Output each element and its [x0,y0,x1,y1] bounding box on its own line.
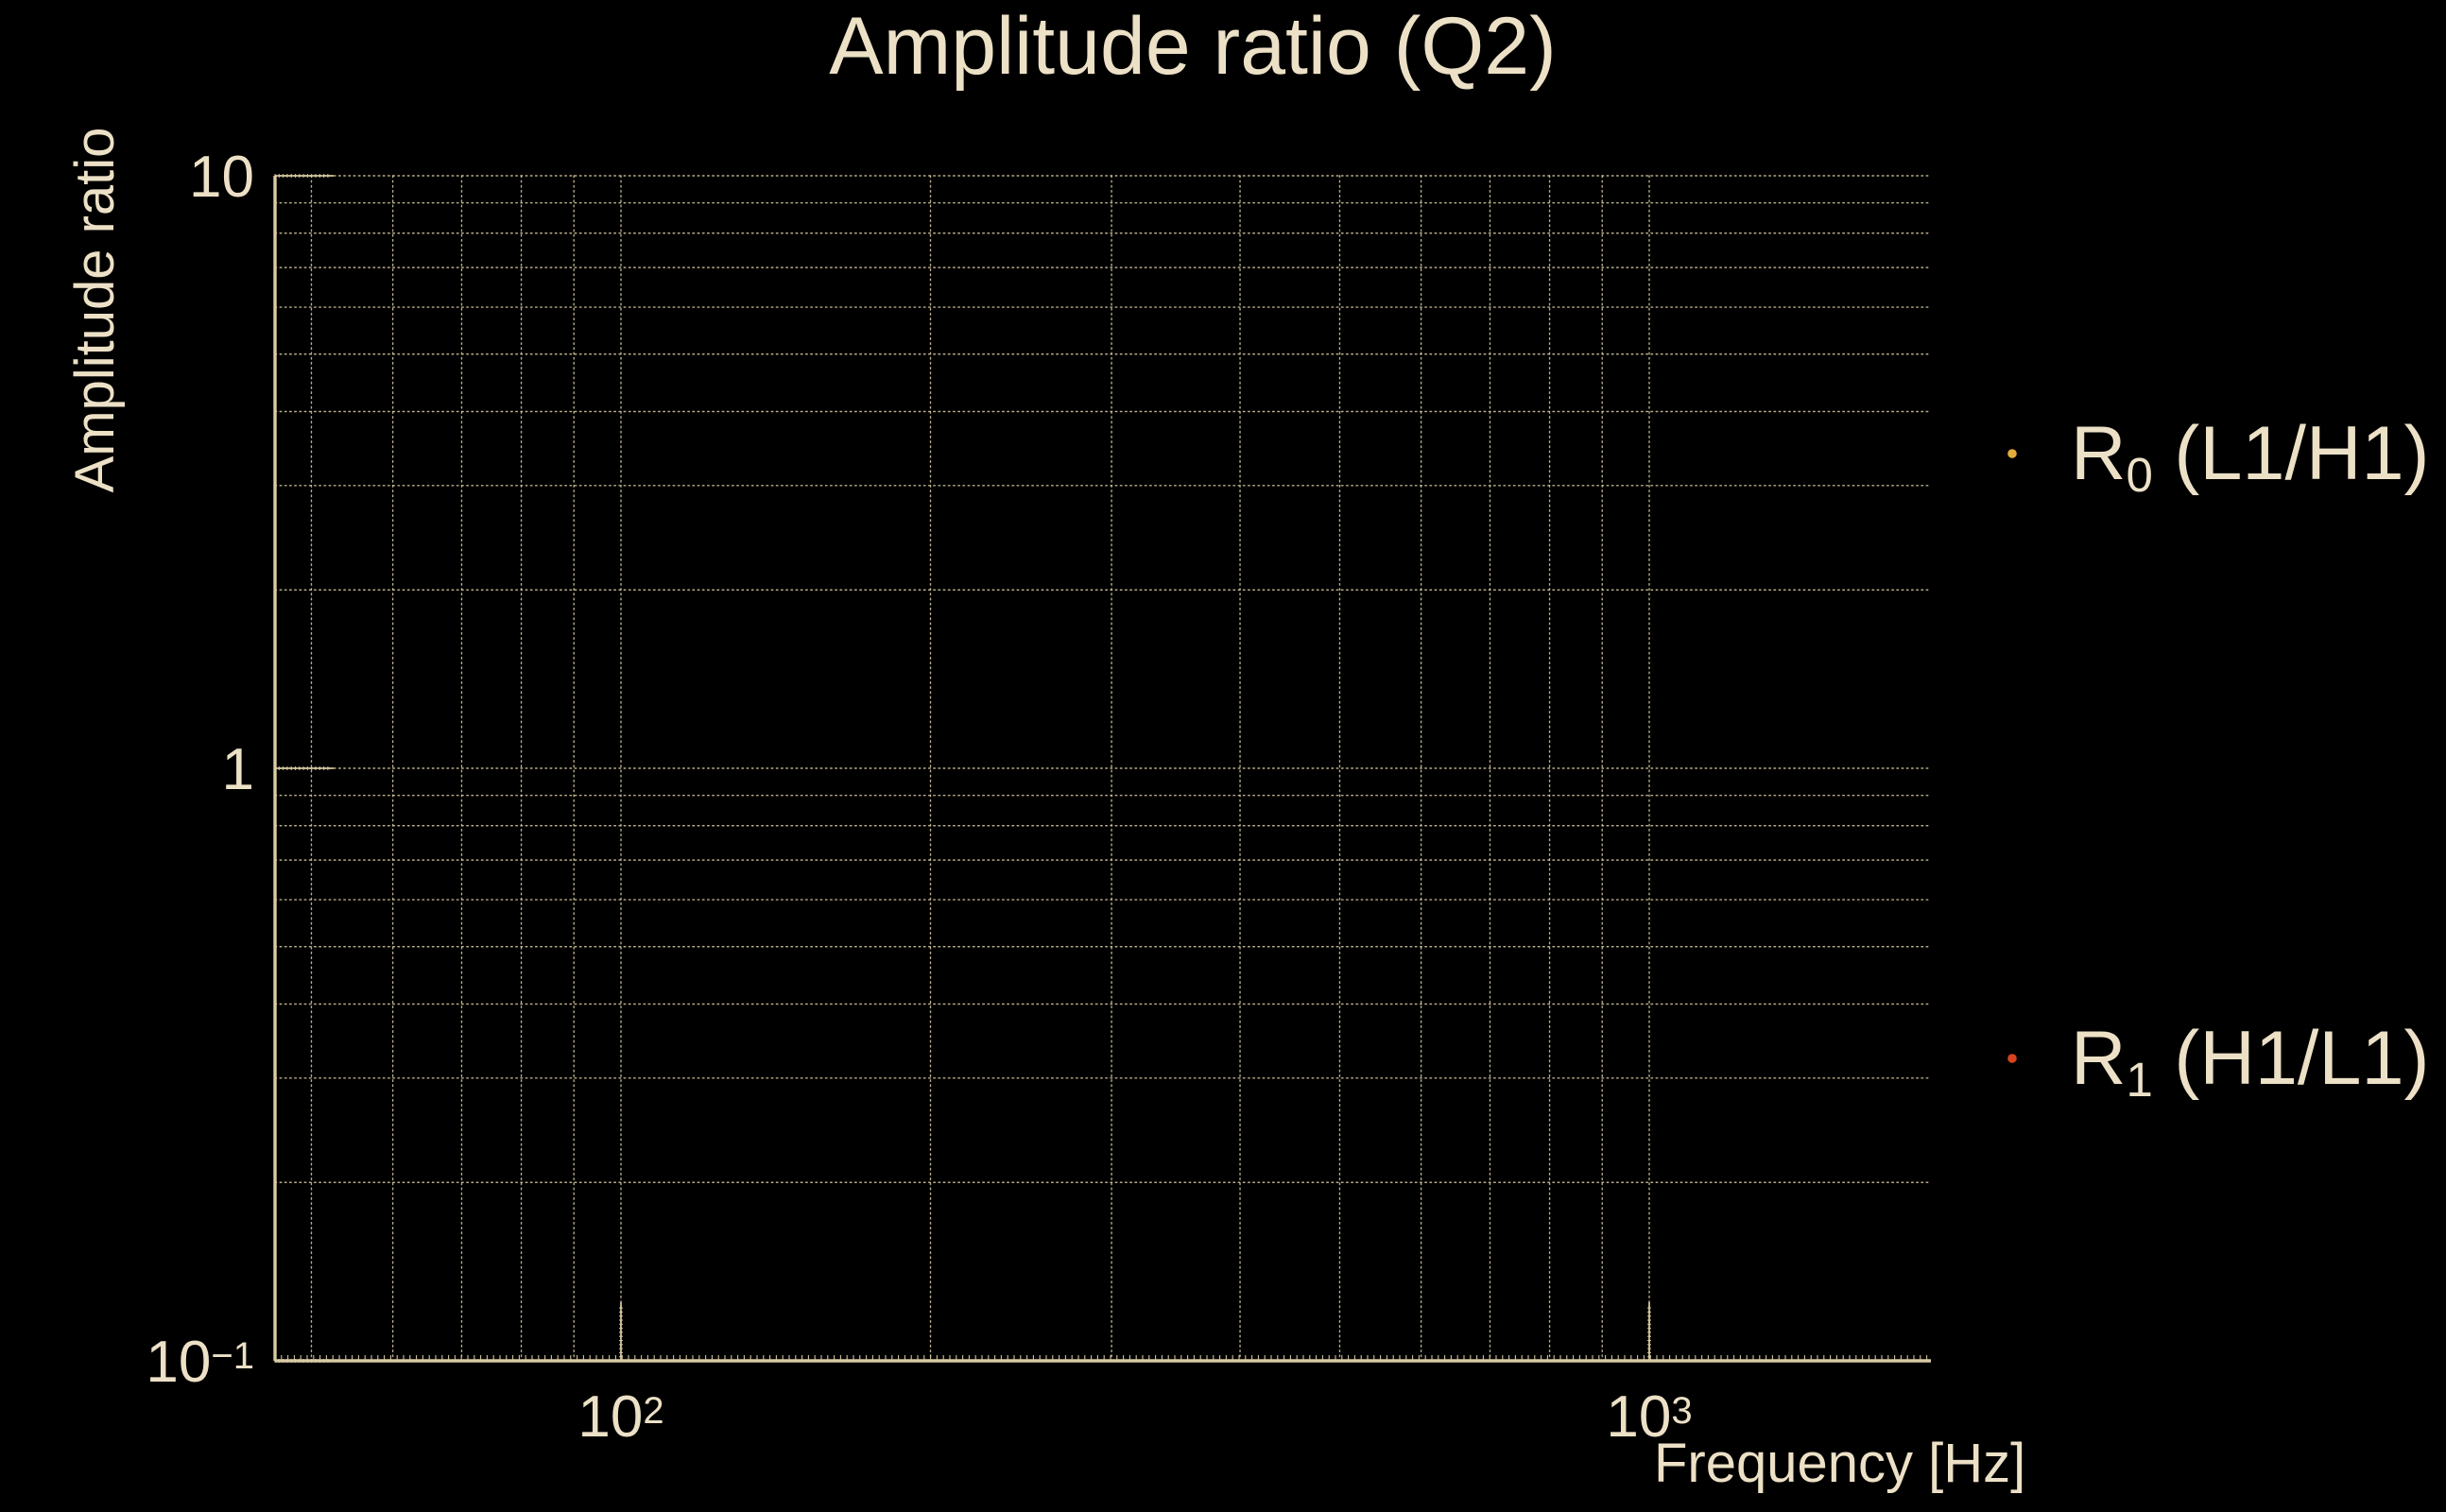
svg-text:10: 10 [189,145,254,210]
svg-text:R1 (H1/L1): R1 (H1/L1) [2071,1016,2429,1107]
svg-text:Amplitude ratio (Q2): Amplitude ratio (Q2) [829,1,1557,92]
svg-text:1: 1 [222,737,254,802]
svg-text:Amplitude ratio: Amplitude ratio [64,128,126,493]
svg-text:Frequency [Hz]: Frequency [Hz] [1654,1433,2025,1494]
svg-text:R0 (L1/H1): R0 (L1/H1) [2071,411,2429,502]
